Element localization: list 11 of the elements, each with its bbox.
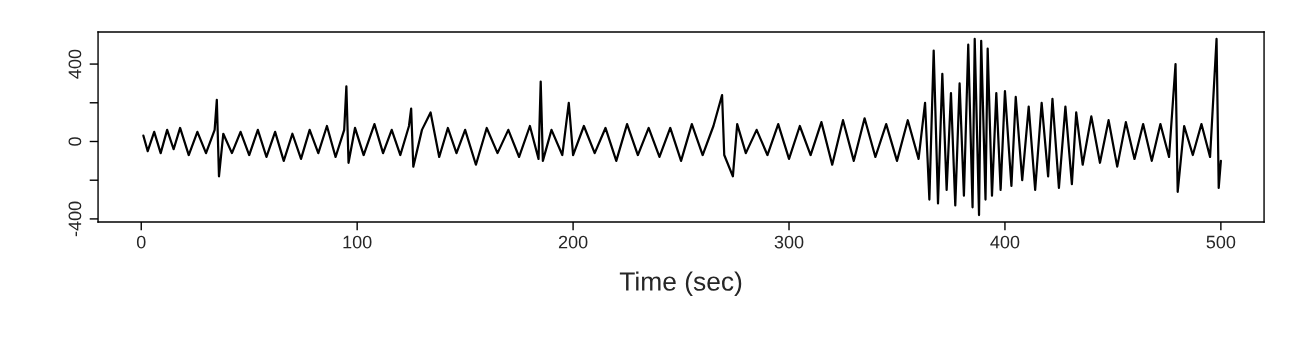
x-tick-label: 400 bbox=[990, 235, 1020, 249]
x-tick-label: 200 bbox=[558, 235, 588, 249]
y-tick-label: 0 bbox=[68, 137, 82, 146]
x-axis-title: Time (sec) bbox=[619, 271, 742, 297]
y-tick-label: 400 bbox=[68, 49, 82, 79]
y-tick-label: -400 bbox=[68, 201, 82, 237]
line-series bbox=[142, 37, 1222, 217]
x-tick-label: 300 bbox=[774, 235, 804, 249]
x-tick-label: 500 bbox=[1206, 235, 1236, 249]
x-tick-label: 100 bbox=[343, 235, 372, 249]
x-tick-label: 0 bbox=[136, 235, 146, 249]
